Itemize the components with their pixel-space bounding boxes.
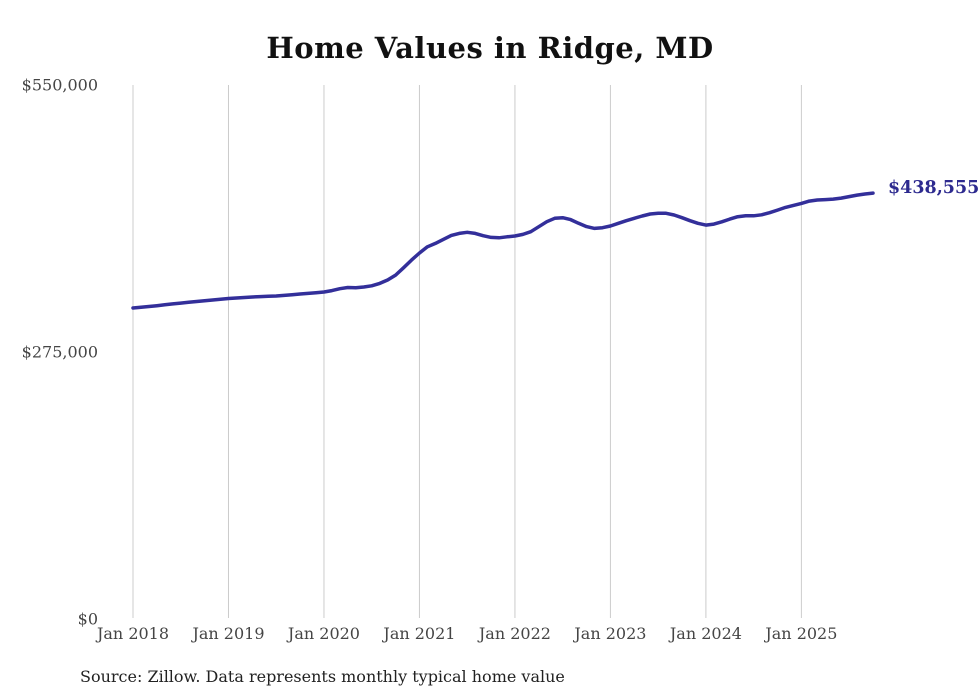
chart-title: Home Values in Ridge, MD	[266, 31, 714, 65]
x-axis-tick-label: Jan 2019	[192, 624, 265, 643]
latest-value-label: $438,555	[888, 178, 980, 198]
y-axis-tick-0: $0	[77, 609, 98, 628]
source-note: Source: Zillow. Data represents monthly …	[80, 667, 565, 686]
x-axis-tick-label: Jan 2025	[765, 624, 838, 643]
x-axis-tick-label: Jan 2022	[478, 624, 551, 643]
y-axis-tick-275000: $275,000	[21, 342, 98, 362]
x-axis-tick-label: Jan 2021	[383, 624, 456, 643]
home-value-line	[131, 191, 875, 310]
x-axis-tick-label: Jan 2023	[574, 624, 647, 643]
x-axis-tick-label: Jan 2024	[669, 624, 742, 643]
x-axis-tick-label: Jan 2020	[287, 624, 360, 643]
x-axis-tick-label: Jan 2018	[96, 624, 170, 643]
y-axis-tick-550000: $550,000	[21, 75, 98, 95]
